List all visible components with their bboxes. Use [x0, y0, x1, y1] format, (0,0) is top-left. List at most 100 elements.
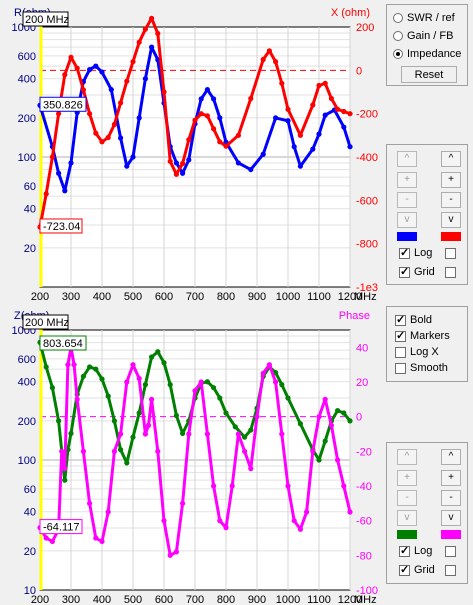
- smooth-checkbox-box[interactable]: [395, 362, 406, 374]
- markers-checkbox[interactable]: Markers: [395, 329, 450, 343]
- log-right-checkbox-1[interactable]: [445, 246, 456, 260]
- radio-impedance-label: Impedance: [407, 48, 462, 60]
- left-up-button-1[interactable]: ^: [397, 151, 417, 167]
- log-right-checkbox-1-box[interactable]: [445, 247, 456, 259]
- resistance-reactance-chart[interactable]: 200 300 400 500 600 700 800 900 1000 1100 1200 MHz 1…: [0, 0, 383, 302]
- right-tick-label: -100: [356, 585, 378, 597]
- left-up-button-2[interactable]: ^: [397, 449, 417, 465]
- series-point-0: [180, 430, 186, 437]
- x-tick-label: 600: [155, 594, 173, 605]
- grid-right-checkbox-2[interactable]: [445, 563, 456, 577]
- frequency-marker-label: 200 MHz: [25, 14, 69, 26]
- right-plus-button-2[interactable]: +: [441, 470, 461, 486]
- right-color-swatch-red[interactable]: [441, 232, 461, 241]
- left-plus-button-1[interactable]: +: [397, 172, 417, 188]
- right-up-button-1[interactable]: ^: [441, 151, 461, 167]
- series-point-0: [142, 76, 148, 82]
- radio-gain-dot[interactable]: [393, 31, 403, 41]
- radio-gain-label: Gain / FB: [407, 30, 454, 42]
- series-point-1: [74, 65, 80, 71]
- log-x-checkbox[interactable]: Log X: [395, 345, 439, 359]
- left-tick-label: 40: [24, 204, 36, 216]
- right-down-button-1[interactable]: v: [441, 212, 461, 228]
- log-checkbox-1[interactable]: Log: [399, 246, 432, 260]
- series-point-1: [328, 422, 334, 428]
- series-point-0: [118, 135, 124, 141]
- series-point-1: [62, 466, 68, 472]
- log-checkbox-2[interactable]: Log: [399, 544, 432, 558]
- left-minus-button-2[interactable]: -: [397, 490, 417, 506]
- series-point-0: [285, 118, 291, 124]
- radio-impedance-dot[interactable]: [393, 49, 403, 59]
- series-point-0: [68, 160, 74, 166]
- right-down-button-2[interactable]: v: [441, 510, 461, 526]
- right-up-button-2[interactable]: ^: [441, 449, 461, 465]
- left-color-swatch-green[interactable]: [397, 530, 417, 539]
- series-point-1: [149, 396, 155, 402]
- x-tick-label: 500: [124, 594, 142, 605]
- series-point-0: [93, 366, 99, 372]
- log-checkbox-1-box[interactable]: [399, 246, 410, 259]
- right-tick-label: -20: [356, 446, 372, 458]
- markers-checkbox-box[interactable]: [395, 329, 406, 342]
- reset-button[interactable]: Reset: [401, 66, 457, 83]
- chart1-svg[interactable]: 200 300 400 500 600 700 800 900 1000 1100 1200MHz1…: [0, 0, 383, 302]
- series-point-0: [99, 69, 105, 75]
- radio-swr-ref[interactable]: SWR / ref: [393, 11, 455, 25]
- x-tick-label: 200: [31, 291, 49, 302]
- series-point-1: [211, 126, 217, 132]
- x-tick-label: 1100: [307, 291, 331, 302]
- log-x-checkbox-box[interactable]: [395, 346, 406, 358]
- series-point-0: [322, 438, 328, 444]
- series-point-1: [173, 549, 179, 555]
- frequency-marker-label: 200 MHz: [25, 317, 69, 329]
- series-point-1: [204, 113, 210, 119]
- grid-checkbox-2[interactable]: Grid: [399, 563, 435, 577]
- grid-checkbox-1[interactable]: Grid: [399, 265, 435, 279]
- chart2-svg[interactable]: 200 300 400 500 600 700 800 900 1000 1100 1200MHz1…: [0, 303, 383, 605]
- grid-right-checkbox-1[interactable]: [445, 265, 456, 279]
- left-color-swatch-blue[interactable]: [397, 232, 417, 241]
- left-down-button-1[interactable]: v: [397, 212, 417, 228]
- series-point-1: [105, 509, 111, 515]
- x-tick-label: 1200: [338, 291, 362, 302]
- right-color-swatch-magenta[interactable]: [441, 530, 461, 539]
- series-point-1: [167, 158, 173, 164]
- left-tick-label: 400: [18, 377, 36, 389]
- series-point-0: [279, 382, 285, 388]
- series-point-0: [316, 131, 322, 137]
- bold-checkbox-box[interactable]: [395, 313, 406, 326]
- log-checkbox-2-box[interactable]: [399, 544, 410, 557]
- grid-right-checkbox-2-box[interactable]: [445, 564, 456, 576]
- right-plus-button-1[interactable]: +: [441, 172, 461, 188]
- log-right-checkbox-2-box[interactable]: [445, 545, 456, 557]
- grid-checkbox-2-box[interactable]: [399, 563, 410, 576]
- grid-checkbox-1-box[interactable]: [399, 265, 410, 278]
- series-point-0: [347, 418, 353, 424]
- left-minus-button-1[interactable]: -: [397, 192, 417, 208]
- series-point-0: [80, 373, 86, 379]
- left-plus-button-2[interactable]: +: [397, 470, 417, 486]
- series-point-0: [211, 385, 217, 391]
- bold-checkbox[interactable]: Bold: [395, 313, 432, 327]
- left-down-button-2[interactable]: v: [397, 510, 417, 526]
- series-point-1: [111, 121, 117, 128]
- radio-gain-fb[interactable]: Gain / FB: [393, 29, 453, 43]
- left-tick-label: 60: [24, 181, 36, 193]
- radio-impedance[interactable]: Impedance: [393, 47, 461, 61]
- series-point-1: [223, 143, 229, 149]
- x-tick-label: 1200: [338, 594, 362, 605]
- log-right-checkbox-2[interactable]: [445, 544, 456, 558]
- series-point-0: [118, 447, 124, 453]
- right-minus-button-1[interactable]: -: [441, 192, 461, 208]
- radio-swr-dot[interactable]: [393, 13, 403, 23]
- smooth-checkbox[interactable]: Smooth: [395, 361, 448, 375]
- grid-right-checkbox-1-box[interactable]: [445, 266, 456, 278]
- series-point-1: [204, 431, 210, 437]
- options-group: Bold Markers Log X Smooth: [386, 306, 468, 382]
- series-point-1: [273, 59, 279, 65]
- series-point-0: [130, 434, 136, 440]
- impedance-phase-chart[interactable]: 200 300 400 500 600 700 800 900 1000 1100 1200 MHz 1…: [0, 303, 383, 605]
- right-minus-button-2[interactable]: -: [441, 490, 461, 506]
- series-point-0: [347, 144, 353, 150]
